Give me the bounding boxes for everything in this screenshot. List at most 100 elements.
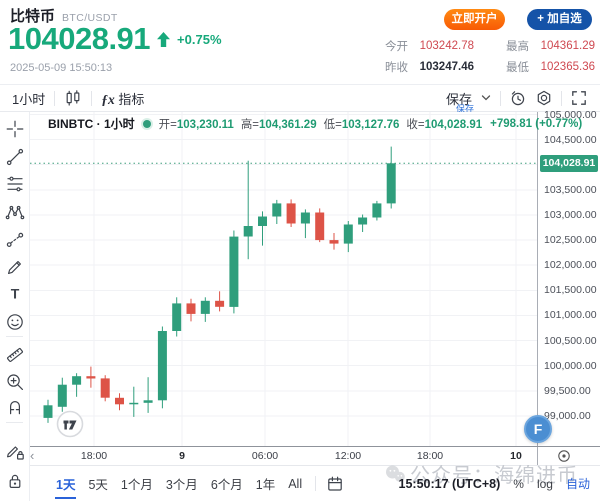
drawing-toolbar: T [0, 112, 30, 501]
axis-settings-gear-icon[interactable] [556, 448, 572, 464]
indicators-button[interactable]: ƒx 指标 [101, 89, 144, 108]
range-tab-1天[interactable]: 1天 [56, 474, 75, 493]
stat-label: 最高 [506, 38, 529, 54]
collapse-axis-handle[interactable]: ‹ [30, 447, 34, 464]
candle [158, 331, 167, 400]
stat-label: 最低 [506, 59, 529, 75]
candle [72, 376, 81, 385]
alert-clock-icon[interactable] [509, 89, 527, 107]
candle [258, 217, 267, 227]
candle [372, 203, 381, 217]
legend-series[interactable]: BINBTC · 1小时 [48, 115, 135, 132]
candlestick-style-icon[interactable] [64, 89, 82, 107]
floating-f-button[interactable]: F [524, 415, 552, 443]
time-axis-label: 10 [494, 450, 538, 462]
stat-value: 103247.46 [416, 61, 474, 73]
go-to-date-icon[interactable] [326, 475, 344, 493]
toolbar-divider [561, 91, 562, 106]
toolbar-divider [500, 91, 501, 106]
price-axis-label: 103,500.00 [544, 184, 597, 196]
candle [287, 203, 296, 223]
price-row: 104028.91 +0.75% [8, 21, 222, 57]
candle [115, 398, 124, 405]
clock[interactable]: 15:50:17 (UTC+8) [399, 477, 501, 491]
candlestick-chart[interactable] [30, 112, 537, 446]
range-tab-3个月[interactable]: 3个月 [166, 474, 198, 493]
lock-icon[interactable] [4, 470, 26, 492]
legend-field-value: 103,230.11 [177, 119, 234, 131]
bottom-bar: 1天 5天 1个月 3个月 6个月 1年 All 15:50:17 (UTC+8) % lo… [30, 465, 600, 501]
svg-text:T: T [11, 286, 20, 302]
settings-gear-icon[interactable] [535, 89, 553, 107]
legend-ohlc: 开=103,230.11高=104,361.29低=103,127.76收=10… [159, 116, 482, 132]
candle [315, 213, 324, 241]
xabcd-pattern-icon[interactable] [4, 201, 26, 223]
range-tab-6个月[interactable]: 6个月 [211, 474, 243, 493]
price-axis-label: 99,500.00 [544, 385, 591, 397]
add-watchlist-button[interactable]: + 加自选 [527, 9, 592, 30]
legend-field-label: 高= [241, 119, 259, 131]
candle [387, 163, 396, 203]
legend-field-label: 低= [324, 119, 342, 131]
stat-label: 今开 [385, 38, 408, 54]
percent-scale-button[interactable]: % [513, 477, 524, 491]
trend-line-icon[interactable] [4, 146, 26, 168]
price-axis-label: 103,000.00 [544, 209, 597, 221]
range-tab-All[interactable]: All [288, 477, 302, 491]
price-axis-label: 99,000.00 [544, 410, 591, 422]
quote-stats: 今开103242.78最高104361.29昨收103247.46最低10236… [385, 38, 595, 75]
brush-icon[interactable] [4, 256, 26, 278]
stat-value: 103242.78 [416, 40, 474, 52]
text-icon[interactable]: T [4, 283, 26, 305]
time-axis[interactable]: ‹ 18:00906:0012:0018:0010 [30, 446, 600, 465]
magnet-icon[interactable] [4, 396, 26, 418]
range-tab-1年[interactable]: 1年 [256, 474, 275, 493]
auto-scale-button[interactable]: 自动 [566, 475, 590, 492]
chevron-down-icon[interactable] [480, 92, 492, 104]
range-tab-1个月[interactable]: 1个月 [121, 474, 153, 493]
partial-tool-icon[interactable] [4, 492, 26, 501]
candle [86, 376, 95, 378]
tradingview-logo[interactable] [56, 410, 84, 438]
legend-field-value: 104,028.91 [425, 119, 483, 131]
price-change-percent: +0.75% [177, 32, 221, 47]
toolbar-divider [6, 336, 23, 337]
legend-field-label: 收= [406, 119, 424, 131]
crosshair-icon[interactable] [4, 118, 26, 140]
candle [215, 301, 224, 307]
candle [58, 385, 67, 407]
candle [301, 213, 310, 224]
price-axis[interactable]: 104,028.91 105,000.00104,500.00103,500.0… [537, 112, 600, 446]
range-tabs: 1天 5天 1个月 3个月 6个月 1年 All [56, 474, 302, 493]
open-account-button[interactable]: 立即开户 [444, 9, 505, 30]
interval-button[interactable]: 1小时 [12, 89, 45, 108]
draw-lock-icon[interactable] [4, 440, 26, 462]
fib-retracement-icon[interactable] [4, 173, 26, 195]
ruler-icon[interactable] [4, 344, 26, 366]
time-axis-label: 9 [160, 450, 204, 462]
stat-label: 昨收 [385, 59, 408, 75]
forecast-icon[interactable] [4, 229, 26, 251]
log-scale-button[interactable]: log [537, 477, 553, 491]
price-axis-label: 102,500.00 [544, 234, 597, 246]
series-color-dot [143, 120, 151, 128]
time-axis-label: 06:00 [243, 450, 287, 462]
fullscreen-icon[interactable] [570, 89, 588, 107]
price-axis-label: 101,000.00 [544, 309, 597, 321]
last-price-badge: 104,028.91 [540, 155, 598, 172]
bottom-bar-divider [315, 476, 316, 491]
legend-field-label: 开= [159, 119, 177, 131]
emoji-icon[interactable] [4, 311, 26, 333]
range-tab-5天[interactable]: 5天 [88, 474, 107, 493]
price-axis-label: 101,500.00 [544, 284, 597, 296]
time-axis-label: 18:00 [408, 450, 452, 462]
candle [244, 226, 253, 237]
chart-area[interactable]: BINBTC · 1小时 开=103,230.11高=104,361.29低=1… [30, 112, 537, 446]
trading-chart-page: 比特币 BTC/USDT 104028.91 +0.75% 2025-05-09… [0, 0, 600, 501]
time-axis-label: 12:00 [326, 450, 370, 462]
zoom-in-icon[interactable] [4, 371, 26, 393]
legend-field-value: 103,127.76 [342, 119, 400, 131]
chart-toolbar: 1小时 ƒx 指标 保存 保存 [0, 84, 600, 112]
price-axis-label: 102,000.00 [544, 259, 597, 271]
candle [330, 240, 339, 244]
